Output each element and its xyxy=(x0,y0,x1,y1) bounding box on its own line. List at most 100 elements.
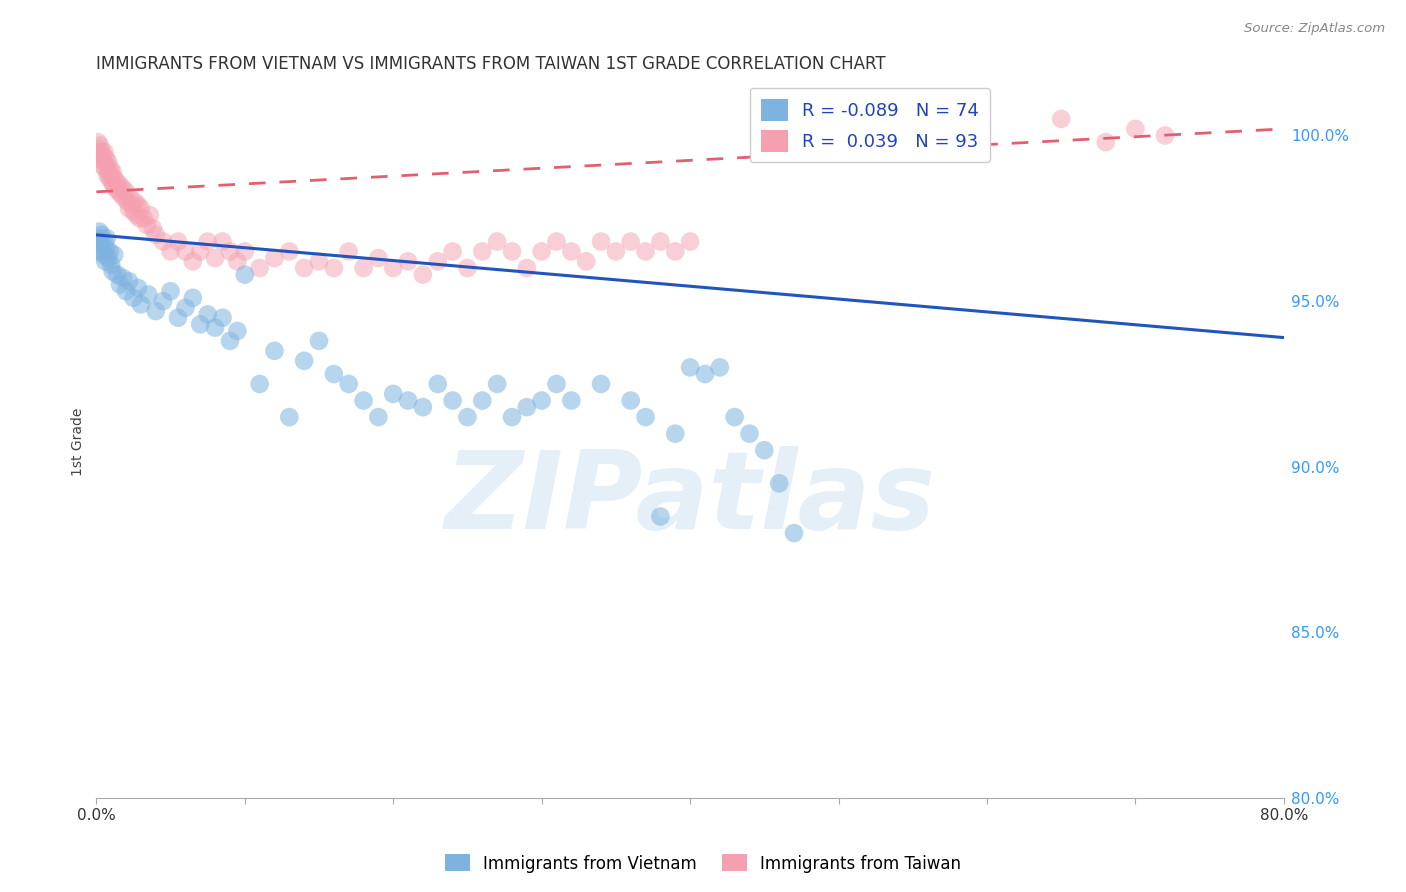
Point xyxy=(86,145,108,159)
Point xyxy=(97,155,120,169)
Point xyxy=(90,227,112,242)
Point xyxy=(124,194,146,209)
Point xyxy=(709,360,731,375)
Point xyxy=(115,284,138,298)
Point xyxy=(98,244,121,259)
Point xyxy=(530,393,553,408)
Point xyxy=(322,260,344,275)
Point xyxy=(412,268,434,282)
Point xyxy=(516,260,538,275)
Point xyxy=(94,152,117,166)
Point xyxy=(693,367,716,381)
Point xyxy=(122,291,145,305)
Text: IMMIGRANTS FROM VIETNAM VS IMMIGRANTS FROM TAIWAN 1ST GRADE CORRELATION CHART: IMMIGRANTS FROM VIETNAM VS IMMIGRANTS FR… xyxy=(97,55,886,73)
Point xyxy=(97,251,120,265)
Point xyxy=(103,248,125,262)
Point xyxy=(382,260,405,275)
Point xyxy=(101,264,124,278)
Point xyxy=(145,304,167,318)
Point xyxy=(100,168,122,182)
Point xyxy=(112,181,135,195)
Point xyxy=(589,376,612,391)
Point xyxy=(159,284,181,298)
Point xyxy=(278,244,301,259)
Point xyxy=(226,254,249,268)
Point xyxy=(530,244,553,259)
Point xyxy=(90,145,112,159)
Point xyxy=(167,310,190,325)
Point xyxy=(117,194,139,209)
Point xyxy=(120,191,142,205)
Point xyxy=(1050,112,1073,126)
Point xyxy=(132,211,155,226)
Point xyxy=(382,387,405,401)
Point xyxy=(181,254,204,268)
Point xyxy=(118,274,141,288)
Legend: Immigrants from Vietnam, Immigrants from Taiwan: Immigrants from Vietnam, Immigrants from… xyxy=(439,847,967,880)
Point xyxy=(108,277,131,292)
Point xyxy=(501,410,523,425)
Point xyxy=(441,393,464,408)
Point xyxy=(89,138,111,153)
Point xyxy=(118,202,141,216)
Point xyxy=(396,393,419,408)
Point xyxy=(249,260,271,275)
Point xyxy=(142,221,165,235)
Point xyxy=(516,400,538,414)
Point xyxy=(783,526,806,541)
Point xyxy=(501,244,523,259)
Point xyxy=(96,231,118,245)
Point xyxy=(219,334,242,348)
Point xyxy=(219,244,242,259)
Point xyxy=(664,244,686,259)
Point xyxy=(139,208,162,222)
Point xyxy=(396,254,419,268)
Point xyxy=(738,426,761,441)
Point xyxy=(94,254,117,268)
Point xyxy=(768,476,790,491)
Point xyxy=(114,191,136,205)
Point xyxy=(204,251,226,265)
Point xyxy=(174,244,197,259)
Point xyxy=(605,244,627,259)
Point xyxy=(107,185,129,199)
Point xyxy=(101,165,124,179)
Point xyxy=(546,235,568,249)
Point xyxy=(90,237,112,252)
Point xyxy=(125,208,148,222)
Point xyxy=(204,320,226,334)
Point xyxy=(127,281,149,295)
Point xyxy=(152,235,174,249)
Point xyxy=(93,145,115,159)
Point xyxy=(96,168,118,182)
Point xyxy=(650,235,672,249)
Point xyxy=(471,244,494,259)
Point xyxy=(174,301,197,315)
Point xyxy=(426,254,449,268)
Point xyxy=(249,376,271,391)
Point xyxy=(560,393,582,408)
Point xyxy=(456,260,478,275)
Point xyxy=(93,248,115,262)
Point xyxy=(486,235,509,249)
Point xyxy=(103,178,125,193)
Point xyxy=(233,268,256,282)
Point xyxy=(91,244,114,259)
Point xyxy=(93,155,115,169)
Point xyxy=(1125,121,1147,136)
Point xyxy=(91,158,114,172)
Point xyxy=(754,443,776,458)
Point xyxy=(724,410,747,425)
Point xyxy=(197,307,219,321)
Point xyxy=(188,318,211,332)
Point xyxy=(456,410,478,425)
Text: Source: ZipAtlas.com: Source: ZipAtlas.com xyxy=(1244,22,1385,36)
Point xyxy=(634,410,657,425)
Point xyxy=(89,148,111,162)
Point xyxy=(546,376,568,391)
Point xyxy=(129,202,152,216)
Point xyxy=(159,244,181,259)
Point xyxy=(98,165,121,179)
Point xyxy=(263,343,285,358)
Point xyxy=(135,218,157,232)
